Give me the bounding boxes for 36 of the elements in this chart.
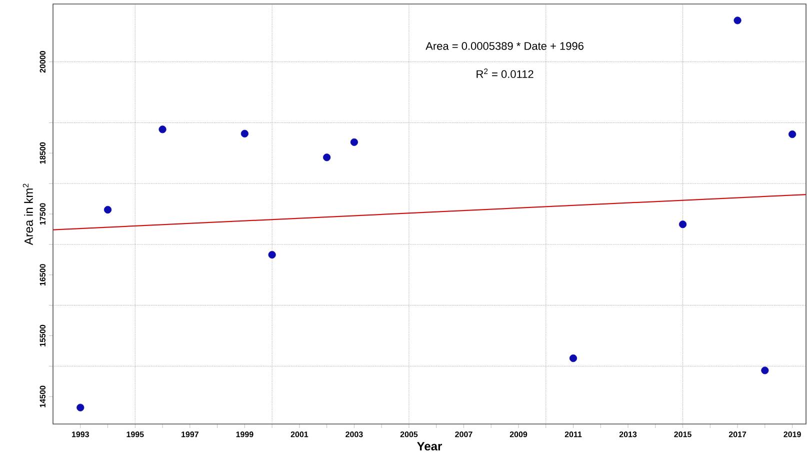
- x-tick-label: 2007: [455, 432, 472, 438]
- point: [76, 404, 84, 412]
- x-tick-label: 2013: [619, 432, 637, 438]
- x-tick-label: 1997: [182, 432, 198, 438]
- point: [104, 206, 112, 214]
- x-tick-label: 2003: [346, 432, 363, 438]
- x-tick-label: 2009: [510, 432, 528, 438]
- y-tick-label: 17500: [40, 203, 46, 225]
- y-axis-title: Area in km$^{2}$: [22, 184, 33, 246]
- x-tick-label: 1995: [126, 432, 144, 438]
- y-tick-label: 16500: [40, 264, 46, 286]
- x-tick-label: 1993: [72, 432, 89, 438]
- x-tick-label: 2005: [400, 432, 418, 438]
- x-tick-label: 2001: [290, 432, 308, 438]
- point: [734, 16, 742, 24]
- point: [788, 130, 796, 138]
- point: [240, 130, 248, 138]
- x-tick-label: 2011: [564, 432, 582, 438]
- annotation: R$^{2}$ = 0.0112: [476, 68, 534, 78]
- annotation: Area = 0.0005389 * Date + 1996: [426, 42, 584, 50]
- y-tick-label: 14500: [40, 386, 46, 408]
- point: [761, 366, 769, 374]
- x-tick-label: 2019: [784, 432, 801, 438]
- x-tick-label: 2017: [728, 432, 746, 438]
- x-tick-label: 1999: [236, 432, 254, 438]
- point: [350, 138, 358, 146]
- point: [678, 220, 687, 228]
- y-tick-label: 18500: [40, 142, 46, 164]
- y-tick-label: 20000: [40, 51, 46, 73]
- point: [323, 154, 331, 162]
- x-axis-title: Year: [417, 442, 442, 450]
- point: [268, 250, 276, 259]
- point: [569, 354, 578, 362]
- x-tick-label: 2015: [674, 432, 692, 438]
- point: [158, 126, 166, 134]
- y-tick-label: 15500: [40, 324, 46, 346]
